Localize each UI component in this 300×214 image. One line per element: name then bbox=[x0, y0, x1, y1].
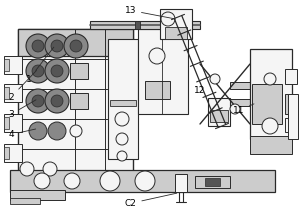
Circle shape bbox=[262, 118, 278, 134]
Text: 3: 3 bbox=[8, 100, 36, 119]
Bar bbox=[195, 176, 230, 188]
Bar bbox=[230, 82, 252, 89]
Circle shape bbox=[45, 89, 69, 113]
Circle shape bbox=[45, 34, 69, 58]
Bar bbox=[90, 21, 200, 29]
Circle shape bbox=[100, 171, 120, 191]
Circle shape bbox=[43, 162, 57, 176]
Circle shape bbox=[115, 112, 129, 126]
Bar bbox=[18, 29, 133, 56]
Bar bbox=[10, 170, 275, 192]
Circle shape bbox=[210, 74, 220, 84]
Circle shape bbox=[34, 173, 50, 189]
Bar bbox=[4, 87, 9, 99]
Text: 12: 12 bbox=[194, 86, 205, 95]
Bar bbox=[4, 56, 22, 74]
Circle shape bbox=[264, 73, 276, 85]
Bar bbox=[285, 69, 297, 84]
Circle shape bbox=[135, 171, 155, 191]
Circle shape bbox=[117, 151, 127, 161]
Bar bbox=[138, 29, 188, 114]
Circle shape bbox=[230, 104, 240, 114]
Text: 11: 11 bbox=[232, 104, 254, 115]
Bar bbox=[4, 144, 22, 162]
Bar bbox=[285, 94, 297, 114]
Circle shape bbox=[48, 122, 66, 140]
Circle shape bbox=[51, 95, 63, 107]
Circle shape bbox=[26, 89, 50, 113]
Bar bbox=[285, 118, 297, 132]
Circle shape bbox=[20, 162, 34, 176]
Circle shape bbox=[32, 65, 44, 77]
Circle shape bbox=[64, 173, 80, 189]
Bar bbox=[108, 39, 138, 159]
Circle shape bbox=[26, 59, 50, 83]
Bar bbox=[205, 178, 220, 186]
Circle shape bbox=[137, 173, 153, 189]
Bar bbox=[4, 59, 9, 71]
Circle shape bbox=[51, 65, 63, 77]
Bar bbox=[70, 93, 88, 109]
Bar bbox=[110, 100, 136, 106]
Bar bbox=[230, 99, 252, 106]
Circle shape bbox=[102, 173, 118, 189]
Bar bbox=[10, 198, 40, 204]
Bar bbox=[70, 63, 88, 79]
Circle shape bbox=[149, 48, 165, 64]
Bar bbox=[10, 190, 65, 200]
Text: C2: C2 bbox=[124, 193, 177, 208]
Circle shape bbox=[161, 12, 175, 26]
Bar bbox=[4, 147, 9, 159]
Circle shape bbox=[70, 40, 82, 52]
Circle shape bbox=[32, 40, 44, 52]
Bar bbox=[208, 98, 230, 126]
Text: 4: 4 bbox=[8, 129, 36, 139]
Bar bbox=[250, 49, 292, 139]
Circle shape bbox=[32, 95, 44, 107]
Bar bbox=[145, 81, 170, 99]
Bar bbox=[4, 114, 22, 132]
Bar bbox=[250, 136, 292, 154]
Circle shape bbox=[116, 133, 128, 145]
Circle shape bbox=[51, 40, 63, 52]
Bar bbox=[135, 21, 140, 29]
Bar bbox=[252, 84, 282, 124]
Circle shape bbox=[70, 125, 82, 137]
Bar bbox=[165, 27, 187, 39]
Circle shape bbox=[29, 122, 47, 140]
Bar bbox=[288, 94, 298, 139]
Bar bbox=[210, 110, 228, 122]
Bar bbox=[18, 29, 133, 184]
Bar bbox=[160, 9, 192, 39]
Text: 2: 2 bbox=[8, 70, 37, 101]
Text: 13: 13 bbox=[124, 6, 174, 19]
Bar bbox=[175, 174, 187, 192]
Text: 1: 1 bbox=[26, 47, 54, 84]
Circle shape bbox=[45, 59, 69, 83]
Bar bbox=[4, 117, 9, 129]
Bar bbox=[4, 84, 22, 102]
Circle shape bbox=[64, 34, 88, 58]
Circle shape bbox=[26, 34, 50, 58]
